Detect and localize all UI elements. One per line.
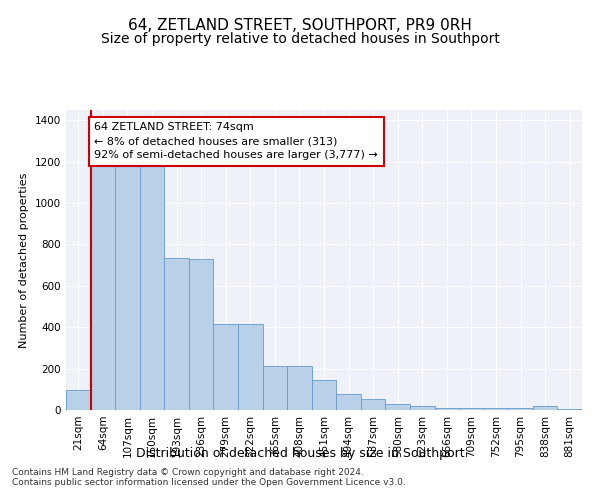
Bar [557, 409, 582, 410]
Bar [508, 408, 533, 410]
Bar [287, 366, 312, 410]
Bar [189, 259, 214, 410]
Bar [263, 366, 287, 410]
Bar [115, 162, 140, 410]
Text: Size of property relative to detached houses in Southport: Size of property relative to detached ho… [101, 32, 499, 46]
Y-axis label: Number of detached properties: Number of detached properties [19, 172, 29, 348]
Bar [336, 394, 361, 410]
Bar [484, 408, 508, 410]
Bar [533, 406, 557, 410]
Bar [434, 408, 459, 410]
Text: 64 ZETLAND STREET: 74sqm
← 8% of detached houses are smaller (313)
92% of semi-d: 64 ZETLAND STREET: 74sqm ← 8% of detache… [94, 122, 378, 160]
Bar [312, 380, 336, 410]
Text: 64, ZETLAND STREET, SOUTHPORT, PR9 0RH: 64, ZETLAND STREET, SOUTHPORT, PR9 0RH [128, 18, 472, 32]
Bar [91, 156, 115, 410]
Bar [361, 398, 385, 410]
Bar [385, 404, 410, 410]
Bar [459, 408, 484, 410]
Bar [214, 324, 238, 410]
Bar [140, 165, 164, 410]
Bar [164, 258, 189, 410]
Text: Contains public sector information licensed under the Open Government Licence v3: Contains public sector information licen… [12, 478, 406, 487]
Bar [66, 390, 91, 410]
Text: Distribution of detached houses by size in Southport: Distribution of detached houses by size … [136, 448, 464, 460]
Text: Contains HM Land Registry data © Crown copyright and database right 2024.: Contains HM Land Registry data © Crown c… [12, 468, 364, 477]
Bar [238, 324, 263, 410]
Bar [410, 406, 434, 410]
